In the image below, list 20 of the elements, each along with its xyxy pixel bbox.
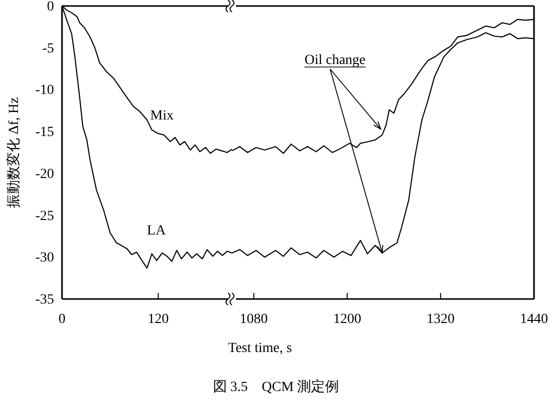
x-tick-label: 120 bbox=[148, 312, 169, 327]
y-axis-title: 振動数変化 Δf, Hz bbox=[6, 97, 22, 208]
x-tick-label: 1080 bbox=[240, 312, 268, 327]
y-tick-label: -20 bbox=[35, 166, 54, 182]
series-label: Mix bbox=[150, 108, 174, 124]
x-tick-label: 1440 bbox=[520, 312, 548, 327]
y-tick-label: 0 bbox=[47, 0, 54, 14]
y-tick-label: -5 bbox=[42, 41, 54, 56]
x-tick-label: 1320 bbox=[426, 312, 455, 327]
y-tick-label: -30 bbox=[35, 250, 54, 266]
x-axis-title: Test time, s bbox=[228, 341, 292, 356]
y-tick-label: -10 bbox=[35, 83, 54, 98]
caption: 図 3.5 QCM 測定例 bbox=[212, 379, 340, 395]
y-tick-label: -15 bbox=[35, 125, 54, 140]
x-tick-label: 0 bbox=[58, 312, 66, 327]
y-tick-label: -35 bbox=[35, 292, 54, 308]
x-tick-label: 1200 bbox=[333, 312, 362, 327]
annotation: Oil change bbox=[304, 53, 366, 68]
series-label: LA bbox=[147, 223, 167, 238]
y-tick-label: -25 bbox=[35, 208, 54, 224]
